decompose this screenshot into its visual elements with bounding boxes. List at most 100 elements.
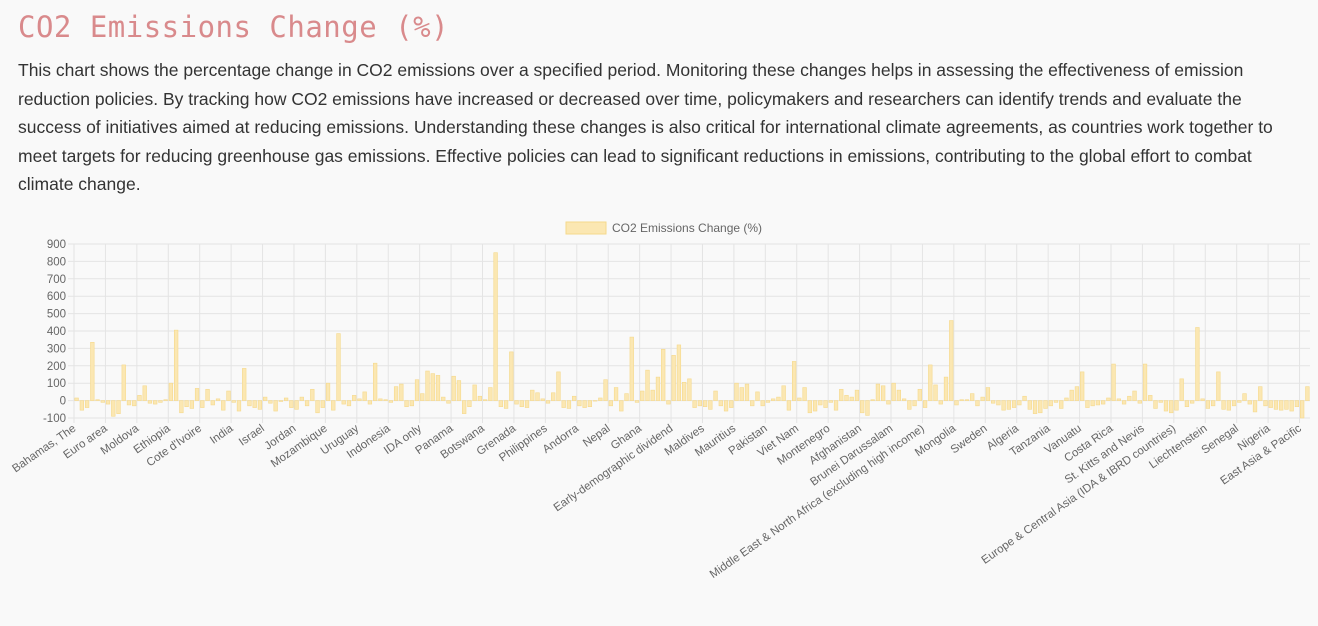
bar[interactable] xyxy=(546,401,550,404)
bar[interactable] xyxy=(1217,372,1221,401)
bar[interactable] xyxy=(1211,401,1215,406)
bar[interactable] xyxy=(384,400,388,401)
bar[interactable] xyxy=(368,401,372,404)
bar[interactable] xyxy=(431,374,435,401)
bar[interactable] xyxy=(206,389,210,400)
bar[interactable] xyxy=(677,345,681,401)
bar[interactable] xyxy=(420,394,424,401)
bar[interactable] xyxy=(127,401,131,405)
bar[interactable] xyxy=(1232,401,1236,406)
bar[interactable] xyxy=(436,375,440,400)
bar[interactable] xyxy=(394,387,398,401)
bar[interactable] xyxy=(970,394,974,401)
bar[interactable] xyxy=(164,400,168,401)
bar[interactable] xyxy=(321,401,325,408)
bar[interactable] xyxy=(358,399,362,401)
bar[interactable] xyxy=(153,401,157,404)
bar[interactable] xyxy=(798,398,802,401)
bar[interactable] xyxy=(724,401,728,411)
bar[interactable] xyxy=(986,388,990,401)
bar[interactable] xyxy=(777,397,781,400)
bar[interactable] xyxy=(96,400,100,401)
bar[interactable] xyxy=(698,401,702,406)
bar[interactable] xyxy=(111,401,115,417)
bar[interactable] xyxy=(651,390,655,400)
bar[interactable] xyxy=(148,401,152,404)
bar[interactable] xyxy=(997,401,1001,405)
bar[interactable] xyxy=(829,401,833,403)
bar[interactable] xyxy=(1279,401,1283,411)
bar[interactable] xyxy=(960,400,964,401)
bar[interactable] xyxy=(693,401,697,408)
bar[interactable] xyxy=(530,390,534,400)
legend[interactable]: CO2 Emissions Change (%) xyxy=(566,221,762,235)
bar[interactable] xyxy=(630,337,634,401)
bar[interactable] xyxy=(756,392,760,401)
bar[interactable] xyxy=(337,334,341,401)
bar[interactable] xyxy=(1185,401,1189,407)
bar[interactable] xyxy=(326,383,330,400)
bar[interactable] xyxy=(609,401,613,406)
bar[interactable] xyxy=(1258,387,1262,401)
bar[interactable] xyxy=(551,393,555,401)
bar[interactable] xyxy=(504,401,508,409)
bar[interactable] xyxy=(101,401,105,403)
bar[interactable] xyxy=(373,363,377,400)
bar[interactable] xyxy=(190,401,194,409)
bar[interactable] xyxy=(991,401,995,404)
bar[interactable] xyxy=(258,401,262,410)
bar[interactable] xyxy=(1269,401,1273,408)
bar[interactable] xyxy=(143,386,147,401)
bar[interactable] xyxy=(792,361,796,400)
bar[interactable] xyxy=(478,396,482,400)
bar[interactable] xyxy=(169,383,173,400)
bar[interactable] xyxy=(1248,401,1252,404)
bar[interactable] xyxy=(1091,401,1095,406)
bar[interactable] xyxy=(520,401,524,407)
bar[interactable] xyxy=(740,388,744,401)
bar[interactable] xyxy=(1295,401,1299,407)
bar[interactable] xyxy=(221,401,225,411)
bar[interactable] xyxy=(745,384,749,401)
bar[interactable] xyxy=(981,397,985,400)
bar[interactable] xyxy=(138,395,142,400)
bar[interactable] xyxy=(887,401,891,404)
bar[interactable] xyxy=(75,398,79,401)
bar[interactable] xyxy=(672,355,676,400)
bar[interactable] xyxy=(1086,401,1090,408)
bar[interactable] xyxy=(1300,401,1304,418)
bar[interactable] xyxy=(1164,401,1168,411)
bar[interactable] xyxy=(316,401,320,413)
bar[interactable] xyxy=(211,401,215,405)
bar[interactable] xyxy=(509,352,513,401)
bar[interactable] xyxy=(310,389,314,400)
bar[interactable] xyxy=(452,376,456,400)
bar[interactable] xyxy=(263,397,267,400)
bar[interactable] xyxy=(1101,401,1105,404)
bar[interactable] xyxy=(541,399,545,401)
bar[interactable] xyxy=(892,383,896,400)
bar[interactable] xyxy=(1070,390,1074,400)
bar[interactable] xyxy=(599,398,603,401)
bar[interactable] xyxy=(1227,401,1231,411)
bar[interactable] xyxy=(897,390,901,400)
bar[interactable] xyxy=(410,401,414,406)
bar[interactable] xyxy=(200,401,204,408)
bar[interactable] xyxy=(1038,401,1042,413)
bar[interactable] xyxy=(976,401,980,406)
bar[interactable] xyxy=(949,321,953,401)
bar[interactable] xyxy=(274,401,278,411)
bar[interactable] xyxy=(934,385,938,401)
bar[interactable] xyxy=(913,401,917,406)
bar[interactable] xyxy=(640,391,644,401)
bar[interactable] xyxy=(824,401,828,408)
bar[interactable] xyxy=(106,401,110,404)
bar[interactable] xyxy=(1201,399,1205,401)
bar[interactable] xyxy=(729,401,733,408)
bar[interactable] xyxy=(703,401,707,407)
bar[interactable] xyxy=(473,385,477,401)
bar[interactable] xyxy=(625,394,629,401)
bar[interactable] xyxy=(1112,364,1116,401)
bar[interactable] xyxy=(557,372,561,401)
bar[interactable] xyxy=(1122,401,1126,404)
